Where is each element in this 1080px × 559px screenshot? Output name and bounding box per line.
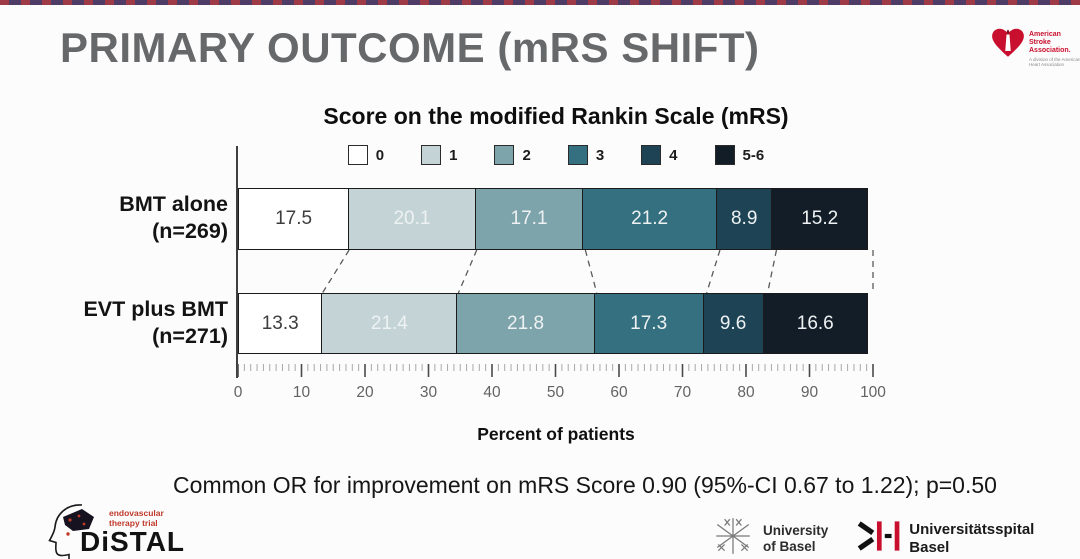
group-name: BMT alone (119, 192, 228, 216)
bar-segment-mrs-1: 21.4 (321, 293, 458, 354)
group-name: EVT plus BMT (83, 297, 228, 321)
bar-segment-mrs-2: 17.1 (474, 188, 584, 250)
asa-logo-text: American Stroke Association. A division … (1029, 27, 1080, 67)
svg-text:100: 100 (860, 384, 886, 401)
legend-label: 5-6 (742, 146, 765, 164)
unispital-basel-text: Universitätsspital Basel (909, 520, 1035, 556)
head-profile-icon (46, 502, 104, 559)
legend-item: 4 (641, 145, 678, 165)
bar-segment-mrs-4: 8.9 (715, 188, 773, 250)
asa-org-name: American Stroke Association. (1029, 31, 1071, 54)
legend-swatch (641, 145, 662, 165)
legend-item: 5-6 (714, 145, 765, 165)
legend-label: 0 (375, 146, 385, 164)
group-n: (n=269) (152, 219, 228, 243)
bar-segment-mrs-3: 17.3 (593, 293, 704, 354)
svg-text:0: 0 (234, 384, 243, 401)
bar-segment-mrs-0: 13.3 (238, 293, 323, 354)
svg-text:90: 90 (801, 384, 819, 401)
distal-tagline: endovascular therapy trial (109, 508, 164, 528)
legend-swatch (567, 145, 588, 165)
svg-text:80: 80 (737, 384, 755, 401)
bar-segment-mrs-2: 21.8 (456, 293, 595, 354)
bar-group-label-1: EVT plus BMT (n=271) (0, 296, 228, 350)
svg-text:60: 60 (610, 384, 628, 401)
legend-label: 1 (449, 146, 458, 164)
legend-label: 4 (669, 146, 678, 164)
common-or-stat-line: Common OR for improvement on mRS Score 0… (173, 472, 997, 498)
university-basel-text: University of Basel (763, 522, 829, 554)
chart-title: Score on the modified Rankin Scale (mRS) (323, 103, 789, 129)
unispital-basel-logo: Universitätsspital Basel (854, 518, 1034, 559)
distal-wordmark: DiSTAL (80, 526, 186, 557)
chart-legend: 0 1 2 3 4 5-6 (238, 142, 874, 168)
bar-segment-mrs-5-6: 16.6 (762, 293, 868, 354)
svg-text:10: 10 (293, 384, 311, 401)
legend-swatch (494, 145, 515, 165)
legend-swatch (347, 145, 368, 165)
legend-item: 3 (567, 145, 605, 165)
bar-group-label-0: BMT alone (n=269) (0, 191, 228, 245)
bar-segment-mrs-1: 20.1 (348, 188, 476, 250)
group-n: (n=271) (152, 324, 228, 348)
bar-segment-mrs-3: 21.2 (582, 188, 717, 250)
legend-item: 2 (494, 145, 531, 165)
bar-segment-mrs-5-6: 15.2 (771, 188, 868, 250)
bar-0: 17.5 20.1 17.1 21.2 8.9 15.2 (238, 188, 873, 250)
bar-segment-mrs-4: 9.6 (702, 293, 764, 354)
y-axis-line (236, 146, 238, 378)
legend-swatch (421, 145, 442, 165)
x-axis-label: Percent of patients (477, 424, 635, 444)
page-title: PRIMARY OUTCOME (mRS SHIFT) (60, 24, 760, 71)
legend-label: 3 (595, 146, 605, 164)
svg-text:50: 50 (547, 384, 565, 401)
svg-text:70: 70 (674, 384, 692, 401)
connector-lines (321, 249, 874, 294)
asa-division-text: A division of the American Heart Associa… (1029, 57, 1080, 67)
heart-torch-icon (990, 27, 1026, 64)
university-basel-logo: University of Basel (712, 516, 828, 559)
snowflake-crest-icon (712, 516, 754, 559)
distal-logo: endovascular therapy trial DiSTAL (46, 500, 206, 559)
svg-text:30: 30 (420, 384, 438, 401)
usb-mark-icon (854, 518, 902, 559)
bar-1: 13.3 21.4 21.8 17.3 9.6 16.6 (238, 293, 873, 354)
svg-text:40: 40 (483, 384, 501, 401)
bar-segment-mrs-0: 17.5 (238, 188, 350, 250)
x-axis: 0 10 20 30 40 50 60 70 80 90 100 (234, 364, 886, 401)
institution-logos: University of Basel Universitätsspital B… (712, 516, 1034, 559)
svg-text:20: 20 (356, 384, 374, 401)
legend-item: 0 (347, 145, 385, 165)
legend-swatch (714, 145, 735, 165)
decorative-top-strip (0, 0, 1080, 5)
legend-item: 1 (421, 145, 457, 165)
legend-label: 2 (522, 146, 531, 164)
asa-logo: American Stroke Association. A division … (990, 27, 1080, 67)
